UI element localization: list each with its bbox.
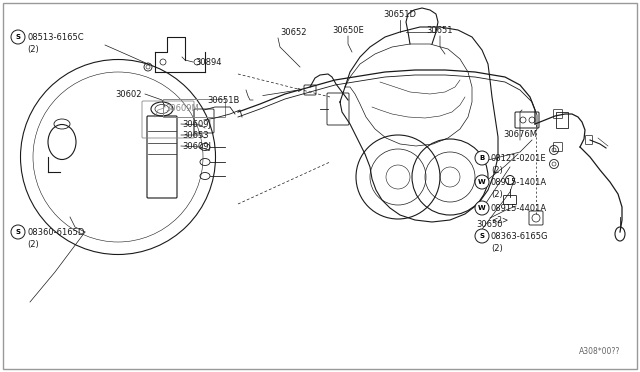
Text: (2): (2) xyxy=(491,244,503,253)
Text: 30653: 30653 xyxy=(182,131,209,140)
Text: 30650: 30650 xyxy=(477,219,503,228)
Text: 08121-0201E: 08121-0201E xyxy=(491,154,547,163)
Circle shape xyxy=(475,175,489,189)
Text: 30652: 30652 xyxy=(280,28,307,36)
Text: W: W xyxy=(478,179,486,185)
Text: 08363-6165G: 08363-6165G xyxy=(491,231,548,241)
Text: (2): (2) xyxy=(491,189,503,199)
Text: 30602: 30602 xyxy=(115,90,141,99)
Text: 08915-1401A: 08915-1401A xyxy=(491,177,547,186)
Text: S: S xyxy=(15,229,20,235)
Text: 08915-4401A: 08915-4401A xyxy=(491,203,547,212)
Text: S: S xyxy=(15,34,20,40)
Text: 30651: 30651 xyxy=(427,26,453,35)
Text: (2): (2) xyxy=(27,45,39,54)
Circle shape xyxy=(11,30,25,44)
Circle shape xyxy=(11,225,25,239)
Circle shape xyxy=(475,201,489,215)
Text: 30894: 30894 xyxy=(195,58,221,67)
Text: 30609J: 30609J xyxy=(182,119,211,128)
Text: 08360-6165D: 08360-6165D xyxy=(27,228,84,237)
Text: 30651D: 30651D xyxy=(383,10,417,19)
Text: W: W xyxy=(478,205,486,211)
Circle shape xyxy=(475,229,489,243)
Text: (2): (2) xyxy=(27,240,39,248)
Text: 30676M: 30676M xyxy=(503,129,537,138)
Text: 30609M: 30609M xyxy=(165,103,199,112)
Text: 30609J: 30609J xyxy=(182,141,211,151)
Text: 08513-6165C: 08513-6165C xyxy=(27,32,84,42)
Text: (2): (2) xyxy=(491,166,503,174)
Text: <2>: <2> xyxy=(491,215,508,224)
Text: A308*00??: A308*00?? xyxy=(579,347,620,356)
Text: S: S xyxy=(479,233,484,239)
Text: B: B xyxy=(479,155,484,161)
Text: 30650E: 30650E xyxy=(332,26,364,35)
Circle shape xyxy=(475,151,489,165)
Text: 30651B: 30651B xyxy=(207,96,239,105)
